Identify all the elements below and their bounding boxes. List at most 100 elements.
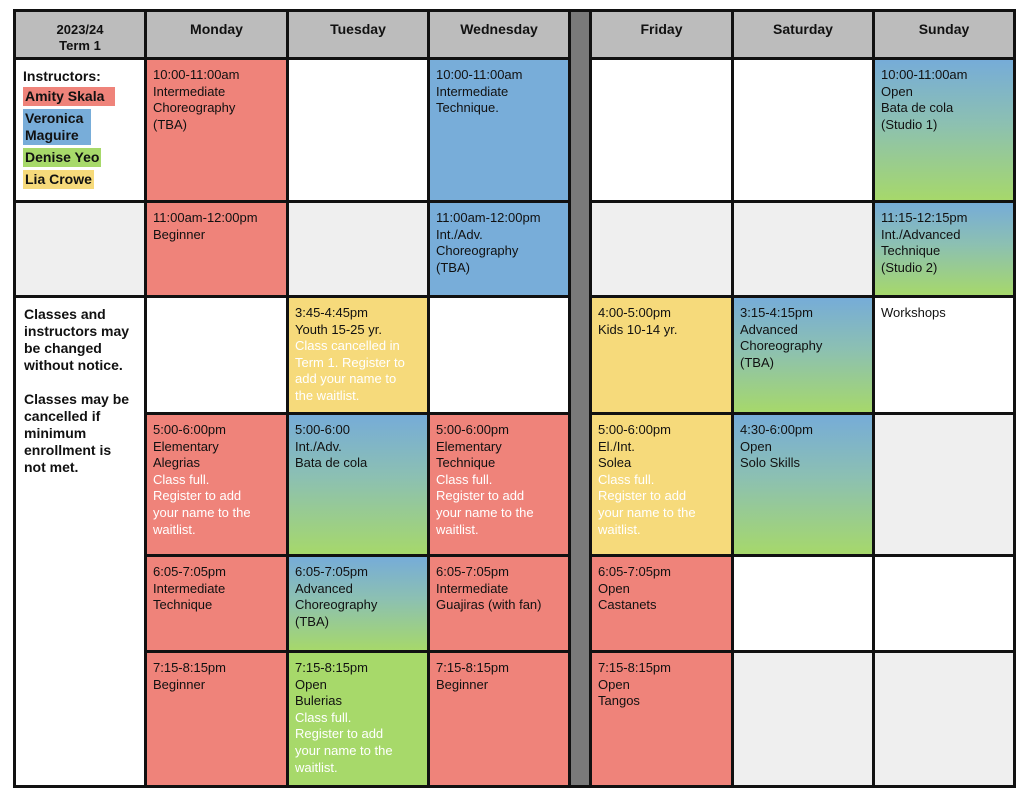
empty-tuesday-1 — [289, 60, 427, 200]
day-header-tuesday: Tuesday — [289, 12, 427, 57]
class-title: Bata de cola — [881, 100, 954, 116]
empty-wednesday-3 — [430, 298, 568, 412]
class-time: 5:00-6:00pm — [598, 422, 671, 437]
class-wednesday-4: 5:00-6:00pm Elementary Technique Class f… — [430, 415, 568, 554]
class-note: the waitlist. — [295, 387, 360, 403]
class-level: Open — [881, 83, 913, 99]
notice-cancellation: Classes may be cancelled if minimum enro… — [24, 391, 130, 475]
class-title: Choreography — [436, 243, 519, 259]
class-time: 7:15-8:15pm — [436, 660, 509, 675]
class-title: Castanets — [598, 597, 657, 613]
class-note: Register to add — [598, 488, 687, 504]
class-time: 11:15-12:15pm — [881, 210, 968, 225]
class-time: 11:00am-12:00pm — [436, 210, 541, 225]
class-friday-5: 6:05-7:05pm Open Castanets — [592, 557, 731, 650]
class-title: Alegrias — [153, 455, 200, 471]
class-level: Int./Adv. — [436, 226, 483, 242]
class-note: add your name to — [295, 371, 397, 387]
class-title: Bulerias — [295, 693, 342, 709]
class-title: Technique — [153, 597, 213, 613]
class-time: 7:15-8:15pm — [295, 660, 368, 675]
class-friday-3: 4:00-5:00pm Kids 10-14 yr. — [592, 298, 731, 412]
class-note: Class full. — [295, 709, 352, 725]
class-level: Open — [295, 676, 327, 692]
class-title: Technique. — [436, 100, 499, 116]
class-time: 6:05-7:05pm — [153, 564, 226, 579]
class-level: Int./Advanced — [881, 226, 961, 242]
class-level: Youth 15-25 yr. — [295, 321, 382, 337]
class-tuesday-3: 3:45-4:45pm Youth 15-25 yr. Class cancel… — [289, 298, 427, 412]
thursday-divider — [571, 12, 589, 785]
class-monday-6: 7:15-8:15pm Beginner — [147, 653, 286, 785]
class-saturday-3: 3:15-4:15pm Advanced Choreography (TBA) — [734, 298, 872, 412]
empty-friday-1 — [592, 60, 731, 200]
class-detail: (TBA) — [153, 116, 187, 132]
class-note: waitlist. — [598, 521, 641, 537]
class-title: Solea — [598, 455, 632, 471]
class-level: Intermediate — [153, 83, 226, 99]
class-level: Int./Adv. — [295, 438, 342, 454]
class-level: Intermediate — [436, 580, 509, 596]
term-label: 2023/24 Term 1 — [16, 12, 144, 57]
instructor-denise-yeo: Denise Yeo — [23, 147, 102, 167]
class-time: 3:45-4:45pm — [295, 305, 368, 320]
class-note: Register to add — [436, 488, 525, 504]
class-tuesday-6: 7:15-8:15pm Open Bulerias Class full. Re… — [289, 653, 427, 785]
term-number: Term 1 — [59, 38, 101, 53]
day-header-wednesday: Wednesday — [430, 12, 568, 57]
class-wednesday-5: 6:05-7:05pm Intermediate Guajiras (with … — [430, 557, 568, 650]
class-detail: (TBA) — [295, 613, 329, 629]
class-note: your name to the — [436, 504, 534, 520]
workshops-sunday: Workshops — [875, 298, 1013, 412]
class-detail: (Studio 1) — [881, 116, 938, 132]
class-monday-1: 10:00-11:00am Intermediate Choreography … — [147, 60, 286, 200]
class-note: Class full. — [436, 471, 493, 487]
class-detail: (TBA) — [436, 259, 470, 275]
class-tuesday-4: 5:00-6:00 Int./Adv. Bata de cola — [289, 415, 427, 554]
class-sunday-1: 10:00-11:00am Open Bata de cola (Studio … — [875, 60, 1013, 200]
class-note: Term 1. Register to — [295, 354, 405, 370]
term-year: 2023/24 — [56, 22, 104, 37]
class-note: Class cancelled in — [295, 338, 400, 354]
day-header-friday: Friday — [592, 12, 731, 57]
class-note: your name to the — [295, 742, 393, 758]
class-time: 5:00-6:00 — [295, 422, 350, 437]
class-saturday-4: 4:30-6:00pm Open Solo Skills — [734, 415, 872, 554]
day-header-monday: Monday — [147, 12, 286, 57]
empty-sunday-6 — [875, 653, 1013, 785]
class-monday-5: 6:05-7:05pm Intermediate Technique — [147, 557, 286, 650]
class-level: Beginner — [436, 676, 489, 692]
class-level: Kids 10-14 yr. — [598, 321, 678, 337]
class-level: Intermediate — [153, 580, 226, 596]
class-monday-4: 5:00-6:00pm Elementary Alegrias Class fu… — [147, 415, 286, 554]
class-time: 4:00-5:00pm — [598, 305, 671, 320]
instructor-lia-crowe: Lia Crowe — [23, 169, 94, 189]
class-note: your name to the — [598, 504, 696, 520]
class-detail: (TBA) — [740, 354, 774, 370]
day-header-sunday: Sunday — [875, 12, 1013, 57]
class-level: Open — [740, 438, 772, 454]
class-level: Beginner — [153, 226, 206, 242]
empty-saturday-1 — [734, 60, 872, 200]
class-time: 7:15-8:15pm — [598, 660, 671, 675]
class-title: Bata de cola — [295, 455, 368, 471]
class-monday-2: 11:00am-12:00pm Beginner — [147, 203, 286, 295]
class-title: Technique — [881, 243, 941, 259]
empty-saturday-6 — [734, 653, 872, 785]
schedule-table: 2023/24 Term 1 Monday Tuesday Wednesday … — [13, 9, 1016, 788]
class-time: 5:00-6:00pm — [436, 422, 509, 437]
class-note: Register to add — [295, 726, 384, 742]
legend-spacer — [16, 203, 144, 295]
empty-friday-2 — [592, 203, 731, 295]
class-wednesday-2: 11:00am-12:00pm Int./Adv. Choreography (… — [430, 203, 568, 295]
class-time: 10:00-11:00am — [436, 67, 523, 82]
class-note: Register to add — [153, 488, 242, 504]
class-level: Elementary — [436, 438, 502, 454]
workshops-label: Workshops — [881, 305, 946, 320]
empty-sunday-5 — [875, 557, 1013, 650]
empty-tuesday-2 — [289, 203, 427, 295]
class-note: your name to the — [153, 504, 251, 520]
class-note: Class full. — [598, 471, 655, 487]
class-title: Tangos — [598, 693, 640, 709]
class-level: El./Int. — [598, 438, 635, 454]
